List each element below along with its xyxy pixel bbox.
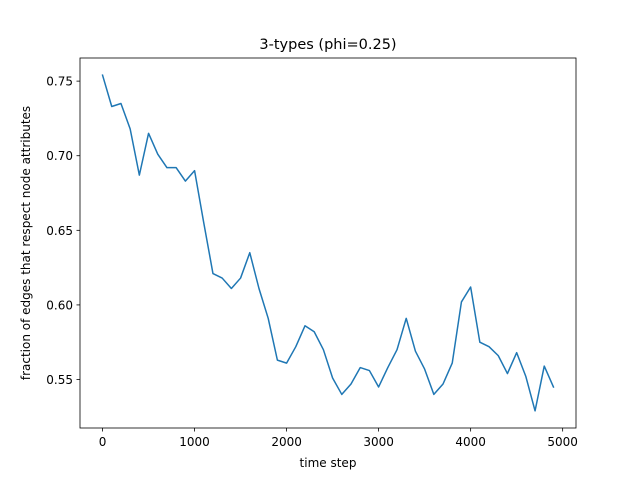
y-axis-label: fraction of edges that respect node attr… — [19, 106, 33, 380]
x-tick-label: 5000 — [547, 435, 578, 449]
y-tick-label: 0.65 — [46, 224, 73, 238]
x-tick-label: 4000 — [455, 435, 486, 449]
y-tick-label: 0.55 — [46, 373, 73, 387]
x-tick-label: 2000 — [271, 435, 302, 449]
x-tick-label: 3000 — [363, 435, 394, 449]
x-axis-label: time step — [300, 456, 357, 470]
series-line — [101, 74, 555, 412]
x-tick-label: 0 — [99, 435, 107, 449]
series-layer — [101, 74, 555, 412]
plot-area-background — [80, 58, 576, 428]
axes-layer: 0 1000 2000 3000 4000 5000 0.55 0.60 0.65 0.70 0.7… — [46, 75, 578, 449]
y-tick-label: 0.60 — [46, 298, 73, 312]
x-tick-label: 1000 — [179, 435, 210, 449]
chart-title: 3-types (phi=0.25) — [259, 37, 396, 53]
plot-frame — [79, 57, 577, 429]
y-tick-label: 0.70 — [46, 149, 73, 163]
y-tick-label: 0.75 — [46, 75, 73, 89]
